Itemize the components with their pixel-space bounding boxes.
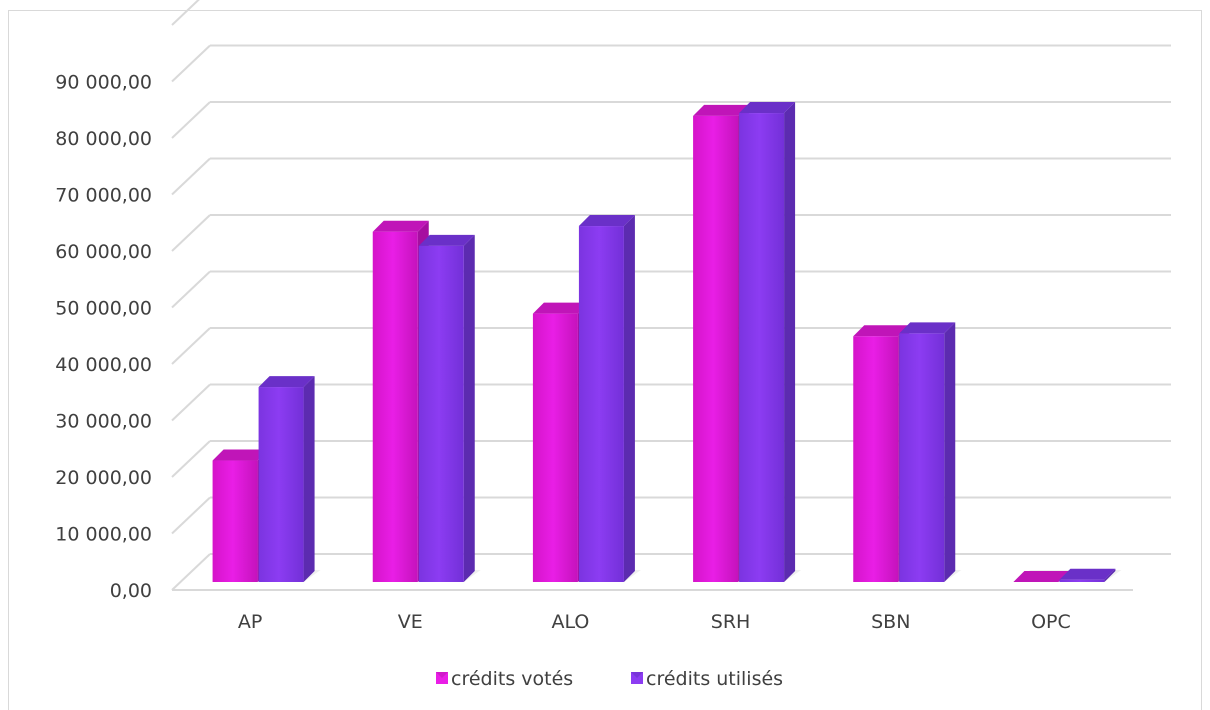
- bar-front: [418, 245, 464, 582]
- bar-top: [899, 322, 956, 334]
- bar-front: [578, 226, 624, 583]
- y-tick-label: 20 000,00: [55, 467, 152, 489]
- y-tick-label: 70 000,00: [55, 185, 152, 207]
- bar-side: [303, 376, 315, 582]
- bar: [1013, 571, 1070, 582]
- bar: [578, 215, 635, 583]
- bar-top: [1013, 571, 1070, 582]
- bar-front: [693, 115, 739, 582]
- bar: [899, 322, 956, 582]
- bar-side: [463, 234, 475, 582]
- gridline-depth: [171, 496, 211, 535]
- bar-front: [532, 313, 578, 582]
- gridline-depth: [171, 44, 211, 83]
- y-tick-label: 80 000,00: [55, 128, 152, 150]
- bar-top: [693, 104, 750, 116]
- x-tick-label: SBN: [871, 611, 910, 633]
- y-tick-label: 0,00: [110, 580, 152, 602]
- bar-front: [212, 460, 258, 582]
- gridline-depth: [171, 157, 211, 196]
- legend-label: crédits votés: [451, 668, 573, 690]
- bar-side: [623, 215, 635, 583]
- legend-item: crédits utilisés: [631, 668, 783, 690]
- legend-label: crédits utilisés: [646, 668, 783, 690]
- legend: crédits votés crédits utilisés: [436, 668, 783, 690]
- chart-floor: [172, 570, 1133, 591]
- x-tick-label: VE: [398, 611, 423, 633]
- x-tick-label: OPC: [1031, 611, 1071, 633]
- x-tick-label: SRH: [711, 611, 751, 633]
- y-tick-label: 60 000,00: [55, 241, 152, 263]
- gridline-depth: [171, 327, 211, 365]
- bar-front: [258, 387, 304, 582]
- y-axis-labels: 0,00 10 000,00 20 000,00 30 000,00 40 000,00…: [55, 72, 152, 603]
- bar-top: [578, 215, 635, 227]
- gridline-depth: [171, 440, 211, 478]
- y-tick-label: 40 000,00: [55, 354, 152, 376]
- bar: [258, 376, 315, 582]
- bar-front: [853, 336, 899, 582]
- gridline-depth: [171, 270, 211, 309]
- x-axis-labels: AP VE ALO SRH SBN OPC: [238, 611, 1071, 633]
- bar-top: [853, 325, 910, 337]
- legend-item: crédits votés: [436, 668, 573, 690]
- bar-top: [418, 234, 475, 246]
- gridlines: [171, 0, 1171, 591]
- gridline-depth: [171, 0, 200, 26]
- bar-front: [899, 333, 945, 582]
- bar-side: [1104, 568, 1116, 582]
- gridline-depth: [171, 214, 211, 252]
- chart-frame: [8, 10, 1202, 710]
- bar-front: [739, 113, 785, 583]
- bar-top: [372, 220, 429, 232]
- x-tick-label: ALO: [551, 611, 589, 633]
- bar-front: [1059, 579, 1105, 582]
- y-tick-label: 10 000,00: [55, 524, 152, 546]
- bar-top: [212, 449, 269, 461]
- bar: [1059, 568, 1116, 582]
- bar: [739, 102, 796, 583]
- bar-top: [739, 102, 796, 114]
- y-tick-label: 90 000,00: [55, 72, 152, 94]
- gridline-depth: [171, 553, 211, 591]
- gridline-depth: [171, 101, 211, 139]
- bar-top: [258, 376, 315, 388]
- bar-side: [784, 102, 796, 583]
- bars: [212, 102, 1116, 583]
- bar: [418, 234, 475, 582]
- bar-top: [532, 302, 589, 314]
- bar-side: [944, 322, 956, 582]
- gridline-depth: [171, 383, 211, 422]
- y-tick-label: 30 000,00: [55, 411, 152, 433]
- bar-top: [1059, 568, 1116, 580]
- y-tick-label: 50 000,00: [55, 298, 152, 320]
- x-tick-label: AP: [238, 611, 262, 633]
- bar-front: [372, 231, 418, 582]
